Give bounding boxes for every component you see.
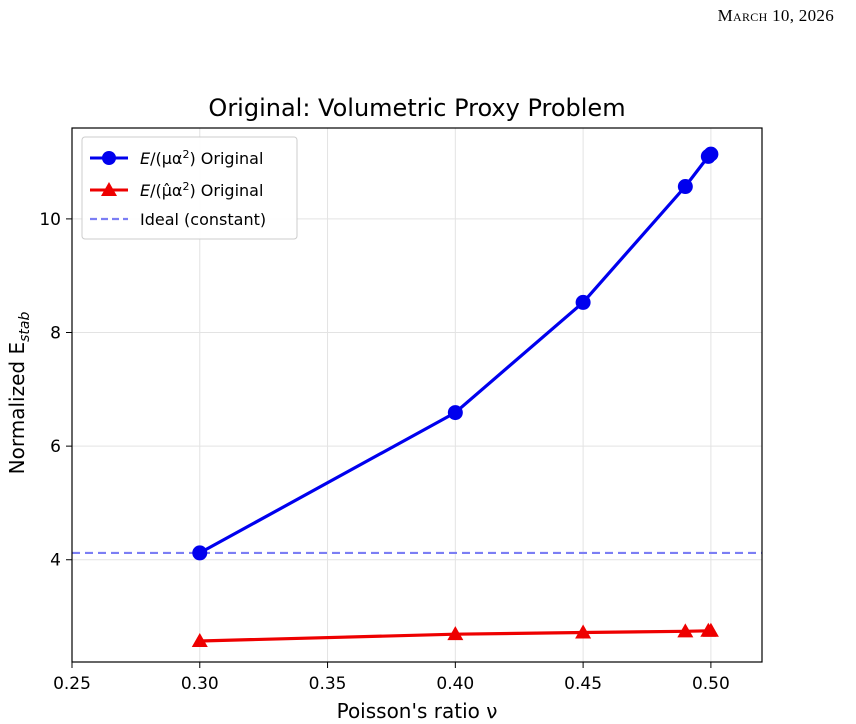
x-tick-label: 0.40	[436, 674, 474, 694]
series-point-triangle	[447, 626, 464, 641]
legend-1-sup: 2	[182, 180, 189, 193]
legend-0-lhs: E	[140, 149, 151, 168]
legend-0-rhs: ) Original	[189, 149, 263, 168]
x-tick-label: 0.25	[53, 674, 91, 694]
legend-label-1: E/(μ̂α2) Original	[140, 180, 263, 200]
x-tick-label: 0.30	[181, 674, 219, 694]
series-point-circle	[447, 405, 463, 421]
series-point-triangle	[677, 623, 694, 638]
y-axis-label-sub: stab	[17, 312, 33, 342]
plot-frame	[71, 127, 763, 663]
x-axis-label: Poisson's ratio ν	[337, 699, 498, 723]
series-point-triangle	[191, 632, 208, 647]
legend-box	[81, 136, 298, 240]
series-point-circle	[703, 146, 719, 162]
series-point-triangle	[575, 624, 592, 639]
series-point-triangle	[702, 622, 719, 637]
legend-1-rhs: ) Original	[189, 181, 263, 200]
x-tick-label: 0.45	[564, 674, 602, 694]
y-tick-label: 4	[50, 551, 61, 571]
y-tick-label: 6	[50, 437, 61, 457]
y-axis-label-main: Normalized E	[5, 342, 29, 474]
legend-marker-1	[101, 182, 117, 196]
x-tick-label: 0.35	[309, 674, 347, 694]
legend-label-2: Ideal (constant)	[140, 210, 266, 229]
y-tick-label: 8	[50, 324, 61, 344]
series-point-circle	[677, 179, 693, 195]
legend: E/(μα2) Original E/(μ̂α2) Original Ideal…	[81, 136, 298, 240]
x-axis-ticks: 0.25 0.30 0.35 0.40 0.45 0.50	[53, 662, 730, 694]
legend-1-lhs: E	[140, 181, 151, 200]
series-point-circle	[575, 294, 591, 310]
legend-1-mid: /(μ̂α	[150, 181, 182, 200]
legend-marker-0	[102, 151, 116, 165]
header-date: March 10, 2026	[717, 6, 834, 25]
y-tick-label: 10	[39, 210, 61, 230]
chart-title: Original: Volumetric Proxy Problem	[208, 94, 625, 122]
y-axis-label: Normalized Estab	[5, 312, 33, 475]
legend-0-mid: /(μα	[150, 149, 182, 168]
y-axis-ticks: 4 6 8 10	[39, 210, 72, 571]
series-group	[191, 146, 719, 647]
legend-label-0: E/(μα2) Original	[140, 148, 263, 168]
series-point-circle	[192, 545, 208, 561]
legend-0-sup: 2	[182, 148, 189, 161]
x-tick-label: 0.50	[692, 674, 730, 694]
